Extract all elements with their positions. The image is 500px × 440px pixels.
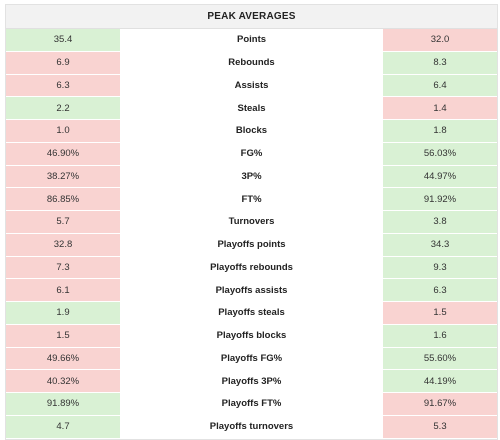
stat-label: Playoffs steals — [120, 302, 383, 324]
stat-label: FT% — [120, 188, 383, 210]
stat-label: Rebounds — [120, 51, 383, 74]
stat-label: 3P% — [120, 165, 383, 188]
stat-label: Playoffs rebounds — [120, 256, 383, 279]
left-value: 91.89% — [6, 393, 120, 415]
table-row: 6.3 Assists 6.4 — [6, 74, 497, 98]
table-row: 40.32% Playoffs 3P% 44.19% — [6, 370, 497, 393]
left-value: 2.2 — [6, 97, 120, 119]
right-value: 44.97% — [383, 165, 497, 188]
right-value: 6.3 — [383, 279, 497, 301]
stat-label: Steals — [120, 97, 383, 119]
left-value: 49.66% — [6, 347, 120, 370]
right-value: 9.3 — [383, 256, 497, 279]
right-value: 1.4 — [383, 97, 497, 119]
right-value: 1.5 — [383, 302, 497, 324]
right-value: 5.3 — [383, 415, 497, 438]
right-value: 55.60% — [383, 347, 497, 370]
right-value: 6.4 — [383, 74, 497, 97]
stat-label: Playoffs FT% — [120, 393, 383, 415]
stat-label: Turnovers — [120, 211, 383, 233]
table-row: 35.4 Points 32.0 — [6, 29, 497, 52]
stat-label: Assists — [120, 74, 383, 97]
right-value: 34.3 — [383, 233, 497, 256]
left-value: 1.5 — [6, 324, 120, 347]
right-value: 32.0 — [383, 29, 497, 51]
left-value: 32.8 — [6, 233, 120, 256]
table-row: 1.9 Playoffs steals 1.5 — [6, 302, 497, 325]
table-body: 35.4 Points 32.0 6.9 Rebounds 8.3 6.3 Assists 6.… — [6, 29, 497, 439]
table-row: 1.0 Blocks 1.8 — [6, 120, 497, 143]
table-row: 2.2 Steals 1.4 — [6, 97, 497, 120]
table-row: 91.89% Playoffs FT% 91.67% — [6, 393, 497, 416]
table-row: 86.85% FT% 91.92% — [6, 188, 497, 211]
stat-label: FG% — [120, 142, 383, 165]
left-value: 1.0 — [6, 120, 120, 142]
left-value: 1.9 — [6, 302, 120, 324]
stat-label: Points — [120, 29, 383, 51]
stat-label: Playoffs blocks — [120, 324, 383, 347]
table-row: 49.66% Playoffs FG% 55.60% — [6, 347, 497, 371]
table-row: 32.8 Playoffs points 34.3 — [6, 233, 497, 257]
stat-label: Playoffs 3P% — [120, 370, 383, 392]
stat-label: Playoffs turnovers — [120, 415, 383, 438]
left-value: 6.9 — [6, 51, 120, 74]
table-title: PEAK AVERAGES — [6, 5, 497, 29]
left-value: 6.1 — [6, 279, 120, 301]
stat-label: Playoffs assists — [120, 279, 383, 301]
right-value: 91.67% — [383, 393, 497, 415]
table-row: 4.7 Playoffs turnovers 5.3 — [6, 415, 497, 439]
right-value: 8.3 — [383, 51, 497, 74]
left-value: 5.7 — [6, 211, 120, 233]
right-value: 1.8 — [383, 120, 497, 142]
left-value: 38.27% — [6, 165, 120, 188]
left-value: 46.90% — [6, 142, 120, 165]
table-row: 6.9 Rebounds 8.3 — [6, 51, 497, 75]
comparison-table: PEAK AVERAGES 35.4 Points 32.0 6.9 Rebounds 8… — [5, 4, 498, 440]
right-value: 91.92% — [383, 188, 497, 210]
table-row: 5.7 Turnovers 3.8 — [6, 211, 497, 234]
stat-label: Playoffs points — [120, 233, 383, 256]
right-value: 44.19% — [383, 370, 497, 392]
right-value: 1.6 — [383, 324, 497, 347]
right-value: 56.03% — [383, 142, 497, 165]
left-value: 7.3 — [6, 256, 120, 279]
left-value: 6.3 — [6, 74, 120, 97]
table-row: 7.3 Playoffs rebounds 9.3 — [6, 256, 497, 280]
stat-label: Blocks — [120, 120, 383, 142]
table-row: 38.27% 3P% 44.97% — [6, 165, 497, 189]
right-value: 3.8 — [383, 211, 497, 233]
left-value: 35.4 — [6, 29, 120, 51]
left-value: 4.7 — [6, 415, 120, 438]
left-value: 86.85% — [6, 188, 120, 210]
table-row: 46.90% FG% 56.03% — [6, 142, 497, 166]
stat-label: Playoffs FG% — [120, 347, 383, 370]
table-row: 6.1 Playoffs assists 6.3 — [6, 279, 497, 302]
table-row: 1.5 Playoffs blocks 1.6 — [6, 324, 497, 348]
left-value: 40.32% — [6, 370, 120, 392]
